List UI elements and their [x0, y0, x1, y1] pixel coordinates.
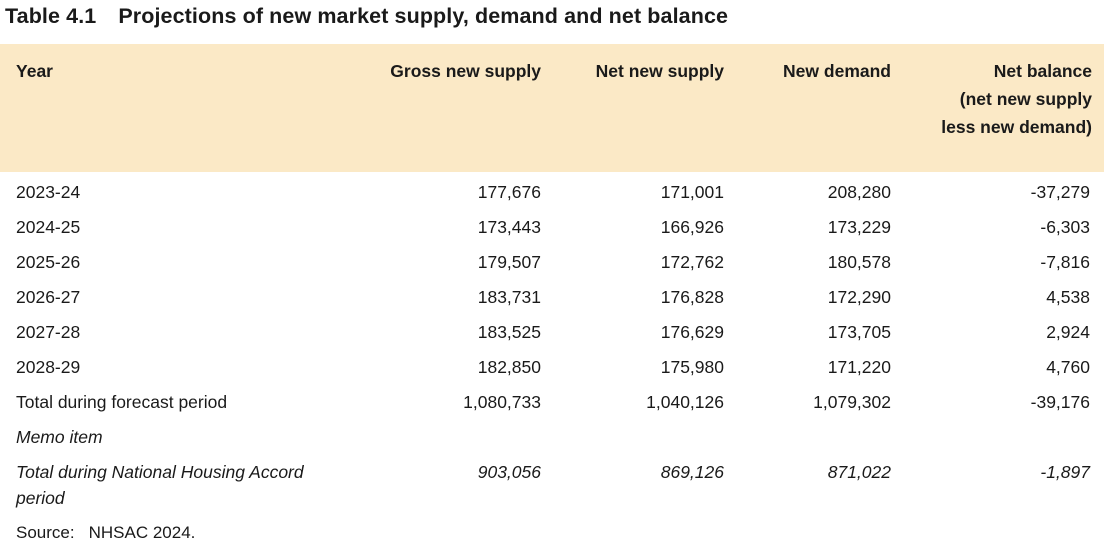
- table-title: Table 4.1 Projections of new market suppl…: [5, 4, 728, 29]
- total-balance: -39,176: [1030, 392, 1090, 412]
- memo-label: Memo item: [16, 427, 103, 447]
- header-year: Year: [16, 61, 53, 81]
- header-gross-new-supply: Gross new supply: [390, 61, 541, 81]
- memo-label-row: Memo item: [0, 420, 1104, 455]
- cell-net-supply: 175,980: [660, 357, 724, 377]
- memo-total-label-line2: period: [16, 488, 65, 508]
- source-text: NHSAC 2024.: [88, 523, 196, 542]
- cell-net-supply: 166,926: [660, 217, 724, 237]
- cell-year: 2026-27: [16, 287, 81, 307]
- total-gross: 1,080,733: [463, 392, 541, 412]
- table-row: 2025-26 179,507 172,762 180,578 -7,816: [0, 245, 1104, 280]
- source-note: Source: NHSAC 2024.: [16, 523, 195, 543]
- cell-demand: 208,280: [827, 182, 891, 202]
- header-net-balance-line1: Net balance: [993, 61, 1092, 81]
- cell-gross: 182,850: [477, 357, 541, 377]
- cell-year: 2025-26: [16, 252, 81, 272]
- cell-net-supply: 172,762: [660, 252, 724, 272]
- memo-demand: 871,022: [827, 462, 891, 482]
- total-label: Total during forecast period: [16, 392, 228, 412]
- projections-table: Year Gross new supply Net new supply New…: [0, 44, 1104, 511]
- cell-year: 2028-29: [16, 357, 81, 377]
- cell-demand: 180,578: [827, 252, 891, 272]
- cell-year: 2023-24: [16, 182, 81, 202]
- cell-net-supply: 171,001: [660, 182, 724, 202]
- cell-balance: -6,303: [1040, 217, 1090, 237]
- table-number: Table 4.1: [5, 4, 97, 28]
- cell-demand: 172,290: [827, 287, 891, 307]
- table-row: 2023-24 177,676 171,001 208,280 -37,279: [0, 172, 1104, 210]
- cell-year: 2027-28: [16, 322, 81, 342]
- cell-gross: 183,731: [477, 287, 541, 307]
- cell-balance: 4,760: [1046, 357, 1090, 377]
- cell-demand: 173,705: [827, 322, 891, 342]
- cell-gross: 179,507: [477, 252, 541, 272]
- memo-total-row: Total during National Housing Accord per…: [0, 455, 1104, 511]
- cell-net-supply: 176,828: [660, 287, 724, 307]
- total-row: Total during forecast period 1,080,733 1…: [0, 385, 1104, 420]
- memo-net-supply: 869,126: [660, 462, 724, 482]
- table-row: 2024-25 173,443 166,926 173,229 -6,303: [0, 210, 1104, 245]
- table-caption: Projections of new market supply, demand…: [118, 4, 729, 28]
- header-net-balance: Net balance (net new supply less new dem…: [891, 44, 1104, 172]
- table-row: 2026-27 183,731 176,828 172,290 4,538: [0, 280, 1104, 315]
- memo-gross: 903,056: [477, 462, 541, 482]
- table-row: 2028-29 182,850 175,980 171,220 4,760: [0, 350, 1104, 385]
- table-header-row: Year Gross new supply Net new supply New…: [0, 44, 1104, 172]
- cell-year: 2024-25: [16, 217, 81, 237]
- header-net-new-supply: Net new supply: [595, 61, 724, 81]
- memo-total-label: Total during National Housing Accord per…: [0, 455, 340, 511]
- table-row: 2027-28 183,525 176,629 173,705 2,924: [0, 315, 1104, 350]
- cell-demand: 173,229: [827, 217, 891, 237]
- header-new-demand: New demand: [783, 61, 891, 81]
- cell-balance: 4,538: [1046, 287, 1090, 307]
- cell-demand: 171,220: [827, 357, 891, 377]
- memo-balance: -1,897: [1040, 462, 1090, 482]
- memo-total-label-line1: Total during National Housing Accord: [16, 462, 304, 482]
- header-net-balance-line2: (net new supply: [959, 89, 1092, 109]
- cell-balance: 2,924: [1046, 322, 1090, 342]
- total-demand: 1,079,302: [813, 392, 891, 412]
- cell-gross: 177,676: [477, 182, 541, 202]
- cell-balance: -7,816: [1040, 252, 1090, 272]
- cell-gross: 183,525: [477, 322, 541, 342]
- cell-gross: 173,443: [477, 217, 541, 237]
- cell-balance: -37,279: [1030, 182, 1090, 202]
- header-net-balance-line3: less new demand): [941, 117, 1092, 137]
- total-net-supply: 1,040,126: [646, 392, 724, 412]
- source-label: Source:: [16, 523, 75, 542]
- cell-net-supply: 176,629: [660, 322, 724, 342]
